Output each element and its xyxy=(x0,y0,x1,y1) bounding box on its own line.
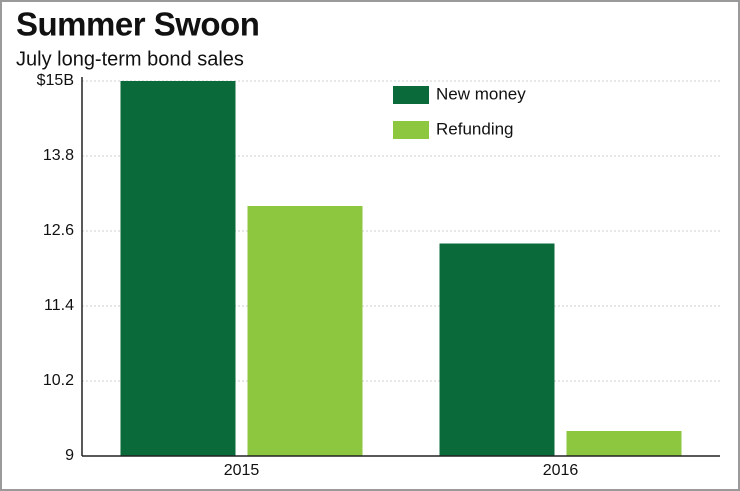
y-tick-label: 9 xyxy=(65,447,74,464)
bar xyxy=(247,206,363,456)
y-tick-label: 10.2 xyxy=(43,372,74,389)
bar xyxy=(120,81,236,456)
y-tick-label: $15B xyxy=(37,72,74,89)
legend-swatch xyxy=(393,86,429,104)
chart-title: Summer Swoon xyxy=(16,6,259,43)
bar xyxy=(439,243,555,456)
x-tick-label: 2015 xyxy=(224,462,260,479)
legend-label: New money xyxy=(436,84,526,103)
x-tick-label: 2016 xyxy=(543,462,579,479)
y-tick-label: 13.8 xyxy=(43,147,74,164)
legend-label: Refunding xyxy=(436,119,514,138)
y-tick-label: 11.4 xyxy=(44,297,74,314)
chart-subtitle: July long-term bond sales xyxy=(16,48,244,70)
bar xyxy=(566,431,682,456)
y-tick-label: 12.6 xyxy=(43,222,74,239)
legend-swatch xyxy=(393,121,429,139)
